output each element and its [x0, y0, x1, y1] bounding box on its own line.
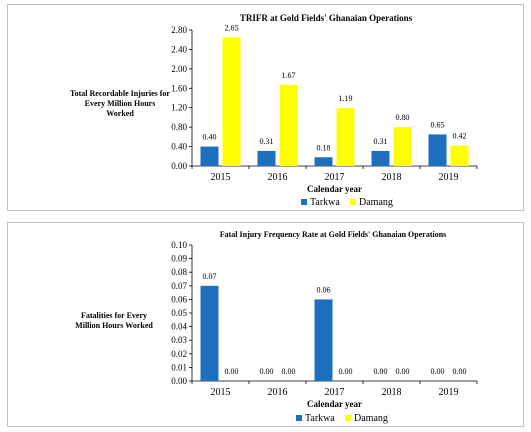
- trifr-data-label-damang: 0.80: [396, 113, 410, 122]
- trifr-bar-damang: [450, 145, 469, 166]
- fatality-bar-tarkwa: [200, 285, 219, 381]
- fatality-y-tick-label: 0.07: [171, 281, 187, 291]
- fatality-y-tick-label: 0.05: [171, 308, 187, 318]
- fatality-x-tick-label: 2018: [382, 387, 402, 398]
- trifr-data-label-tarkwa: 0.40: [203, 133, 217, 142]
- trifr-x-tick-label: 2019: [439, 172, 459, 183]
- fatality-y-tick-label: 0.01: [171, 362, 187, 372]
- fatality-data-label-damang: 0.00: [453, 367, 467, 376]
- trifr-data-label-damang: 1.19: [339, 94, 353, 103]
- trifr-bar-tarkwa: [428, 134, 447, 166]
- trifr-y-tick-label: 0.00: [171, 161, 187, 171]
- fatality-y-tick-label: 0.06: [171, 294, 187, 304]
- trifr-bar-tarkwa: [257, 150, 276, 166]
- fatality-data-label-tarkwa: 0.00: [374, 367, 388, 376]
- fatality-chart-title: Fatal Injury Frequency Rate at Gold Fiel…: [220, 230, 447, 239]
- fatality-y-tick-label: 0.00: [171, 376, 187, 386]
- trifr-y-tick-label: 1.60: [171, 83, 187, 93]
- fatality-data-label-damang: 0.00: [282, 367, 296, 376]
- trifr-data-label-tarkwa: 0.31: [374, 137, 388, 146]
- fatality-x-tick-label: 2017: [325, 387, 345, 398]
- fatality-y-tick-label: 0.02: [171, 349, 187, 359]
- trifr-data-label-damang: 0.42: [453, 132, 467, 141]
- trifr-bar-damang: [279, 84, 298, 166]
- trifr-bar-tarkwa: [200, 146, 219, 166]
- fatality-data-label-damang: 0.00: [225, 367, 239, 376]
- trifr-bar-damang: [222, 37, 241, 167]
- fatality-x-tick-label: 2016: [268, 387, 288, 398]
- trifr-data-label-damang: 1.67: [282, 71, 296, 80]
- fatality-data-label-tarkwa: 0.07: [203, 272, 217, 281]
- trifr-y-tick-label: 2.80: [171, 25, 187, 35]
- fatality-y-tick-label: 0.03: [171, 335, 187, 345]
- trifr-bar-tarkwa: [371, 150, 390, 166]
- trifr-bar-damang: [336, 108, 355, 166]
- trifr-y-tick-label: 2.00: [171, 64, 187, 74]
- fatality-legend-swatch-damang: [345, 415, 351, 421]
- trifr-legend-swatch-tarkwa: [301, 199, 307, 205]
- fatality-legend-label-damang: Damang: [354, 413, 388, 424]
- trifr-x-tick-label: 2016: [268, 172, 288, 183]
- fatality-data-label-damang: 0.00: [396, 367, 410, 376]
- trifr-y-axis-label: Total Recordable Injuries for Every Mill…: [70, 89, 170, 118]
- trifr-chart-title: TRIFR at Gold Fields' Ghanaian Operation…: [240, 13, 413, 23]
- fatality-x-tick-label: 2015: [211, 387, 231, 398]
- trifr-x-tick-label: 2015: [211, 172, 231, 183]
- trifr-x-tick-label: 2018: [382, 172, 402, 183]
- fatality-data-label-tarkwa: 0.00: [431, 367, 445, 376]
- trifr-data-label-damang: 2.65: [225, 23, 239, 32]
- trifr-y-tick-label: 1.20: [171, 103, 187, 113]
- fatality-data-label-tarkwa: 0.00: [260, 367, 274, 376]
- fatality-chart-panel: Fatalities for Every Million Hours Worke…: [7, 222, 524, 427]
- trifr-data-label-tarkwa: 0.18: [317, 143, 331, 152]
- fatality-x-tick-label: 2019: [439, 387, 459, 398]
- fatality-y-tick-label: 0.08: [171, 267, 187, 277]
- fatality-y-axis-label: Fatalities for Every Million Hours Worke…: [75, 311, 153, 330]
- fatality-y-tick-label: 0.04: [171, 322, 187, 332]
- trifr-data-label-tarkwa: 0.65: [431, 120, 445, 129]
- fatality-data-label-damang: 0.00: [339, 367, 353, 376]
- trifr-chart: TRIFR at Gold Fields' Ghanaian Operation…: [171, 13, 478, 208]
- trifr-legend-swatch-damang: [350, 199, 356, 205]
- fatality-data-label-tarkwa: 0.06: [317, 285, 331, 294]
- trifr-y-tick-label: 2.40: [171, 44, 187, 54]
- trifr-legend-label-tarkwa: Tarkwa: [310, 197, 340, 208]
- trifr-chart-panel: Total Recordable Injuries for Every Mill…: [7, 4, 524, 211]
- trifr-y-tick-label: 0.80: [171, 122, 187, 132]
- fatality-legend-label-tarkwa: Tarkwa: [305, 413, 335, 424]
- trifr-bar-tarkwa: [314, 157, 333, 166]
- fatality-x-axis-label: Calendar year: [307, 399, 362, 409]
- trifr-bar-damang: [393, 127, 412, 166]
- trifr-y-tick-label: 0.40: [171, 142, 187, 152]
- fatality-bar-tarkwa: [314, 299, 333, 381]
- fatality-y-tick-label: 0.10: [171, 240, 187, 250]
- fatality-y-tick-label: 0.09: [171, 254, 187, 264]
- fatality-legend-swatch-tarkwa: [296, 415, 302, 421]
- trifr-x-tick-label: 2017: [325, 172, 345, 183]
- trifr-data-label-tarkwa: 0.31: [260, 137, 274, 146]
- trifr-legend-label-damang: Damang: [359, 197, 393, 208]
- trifr-x-axis-label: Calendar year: [307, 184, 362, 194]
- fatality-chart: Fatal Injury Frequency Rate at Gold Fiel…: [171, 230, 478, 424]
